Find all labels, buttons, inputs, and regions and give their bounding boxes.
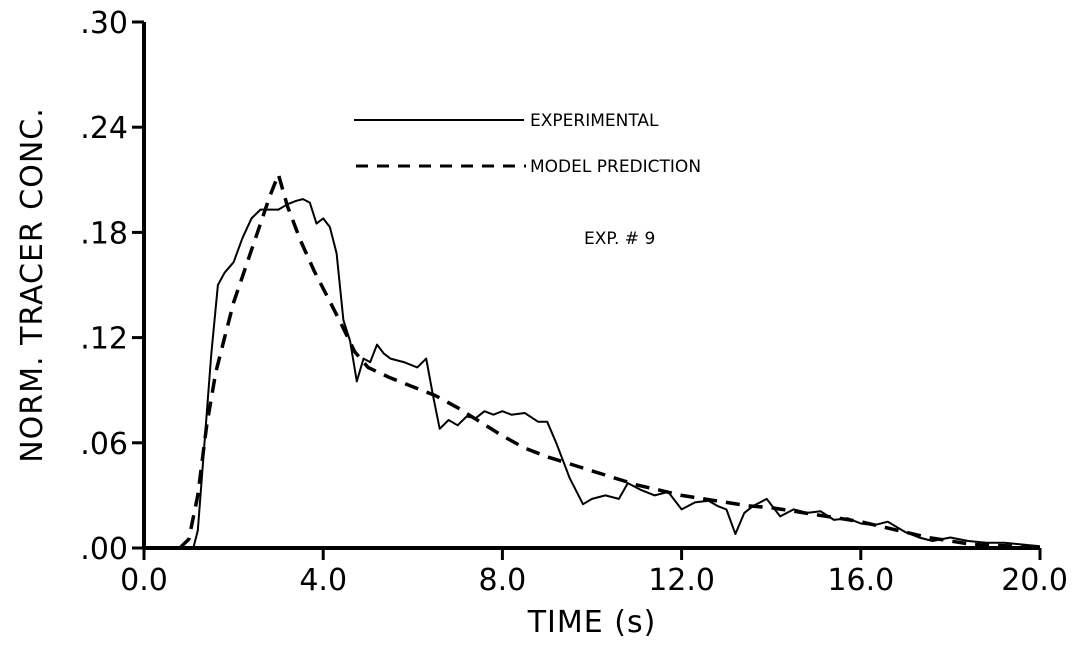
series-line-model-prediction — [178, 172, 1041, 550]
x-tick-label: 0.0 — [120, 563, 168, 598]
y-tick-label: .24 — [80, 111, 128, 146]
y-tick-label: .00 — [80, 532, 128, 567]
x-tick-label: 8.0 — [479, 563, 527, 598]
series — [178, 172, 1041, 550]
y-tick-label: .12 — [80, 322, 128, 357]
legend-label-model-prediction: MODEL PREDICTION — [530, 157, 701, 177]
series-line-experimental — [192, 198, 1041, 549]
x-tick-label: 16.0 — [827, 563, 894, 598]
axis-ticks: .00 .06 .12 .18 .24 .30 0.0 4.0 8.0 12.0 16.0 20.0 — [80, 6, 1068, 598]
legend-label-experimental: EXPERIMENTAL — [530, 111, 659, 131]
x-tick-label: 4.0 — [299, 563, 347, 598]
axes — [142, 22, 1040, 550]
experiment-annotation: EXP. # 9 — [584, 229, 655, 249]
y-tick-label: .30 — [80, 6, 128, 41]
x-axis-title: TIME (s) — [527, 605, 657, 640]
y-axis-title: NORM. TRACER CONC. — [15, 107, 50, 463]
x-tick-label: 20.0 — [1001, 563, 1068, 598]
x-tick-label: 12.0 — [648, 563, 715, 598]
y-tick-label: .06 — [80, 427, 128, 462]
legend: EXPERIMENTAL MODEL PREDICTION — [354, 111, 701, 177]
y-tick-label: .18 — [80, 216, 128, 251]
